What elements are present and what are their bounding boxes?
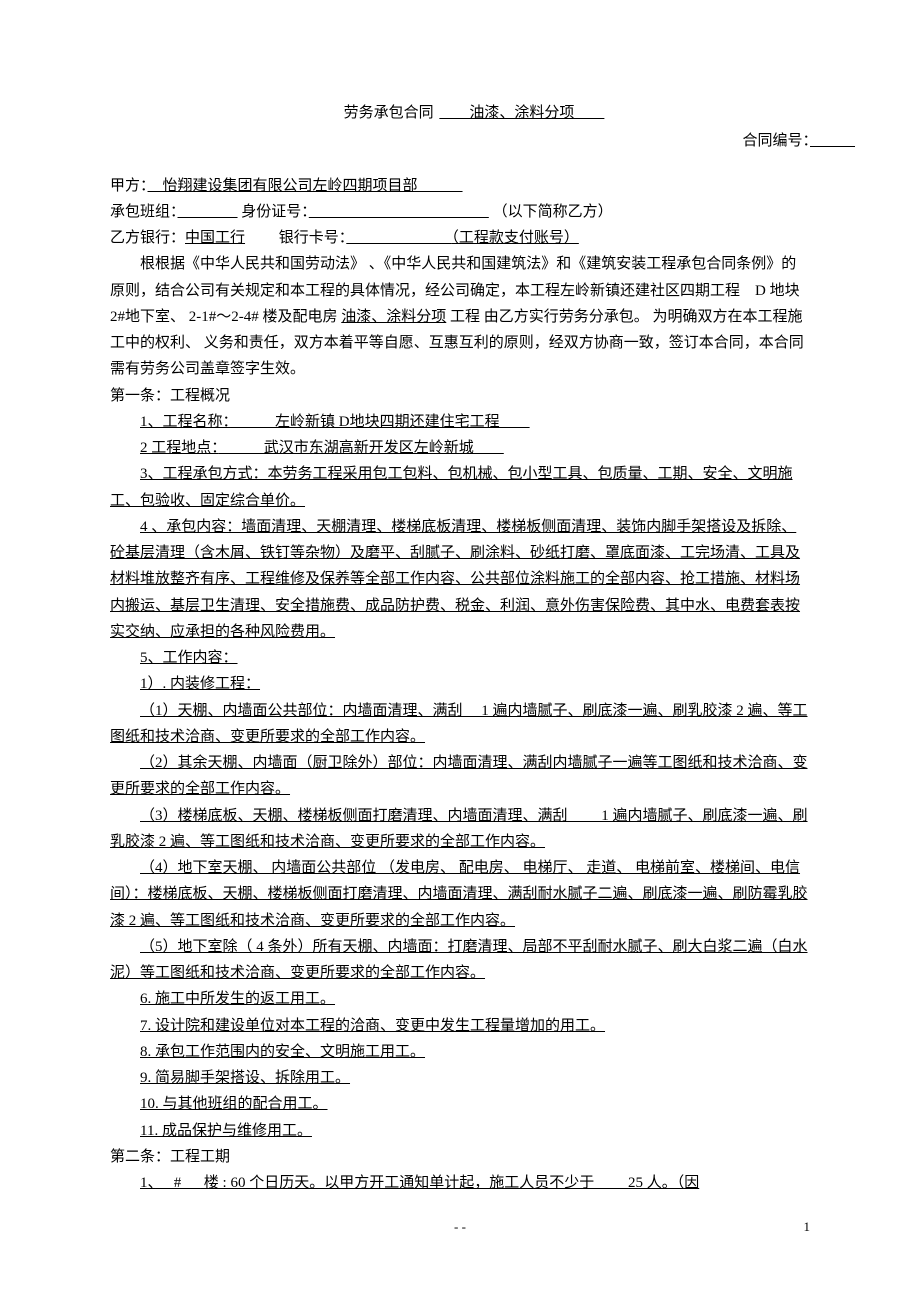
a1-item5-8: 8. 承包工作范围内的安全、文明施工用工。	[140, 1044, 425, 1060]
contract-no-blank	[810, 133, 855, 149]
card-label: 银行卡号：	[249, 230, 347, 246]
bank-label: 乙方银行：	[110, 230, 185, 246]
a1-item2-value: 武汉市东湖高新开发区左岭新城	[219, 440, 504, 456]
a1-item5-11: 11. 成品保护与维修用工。	[140, 1123, 312, 1139]
a1-item5-1-5: （5）地下室除（ 4 条外）所有天棚、内墙面：打磨清理、局部不平刮耐水腻子、刷大…	[110, 939, 808, 981]
a1-item1-value: 左岭新镇 D地块四期还建住宅工程	[230, 414, 530, 430]
article-1-heading: 第一条：工程概况	[110, 383, 810, 409]
a1-item5-1-2: （2）其余天棚、内墙面（厨卫除外）部位：内墙面清理、满刮内墙腻子一遍等工图纸和技…	[110, 755, 808, 797]
a1-item5-10: 10. 与其他班组的配合用工。	[140, 1096, 328, 1112]
doc-title-main: 劳务承包合同	[344, 105, 434, 121]
a2-item1-body: 楼 : 60 个日历天。以甲方开工通知单计起，施工人员不少于 25 人。（因	[200, 1175, 699, 1191]
bank-value: 中国工行	[185, 230, 245, 246]
team-blank	[178, 204, 238, 220]
id-blank	[309, 204, 489, 220]
page-number: 1	[804, 1216, 811, 1239]
id-label: 身份证号：	[241, 204, 309, 220]
party-a-label: 甲方：	[110, 178, 148, 194]
preamble-u1: 油漆、涂料分项	[341, 309, 446, 325]
a1-item4: 4 、承包内容：墙面清理、天棚清理、楼梯底板清理、楼梯板侧面清理、装饰内脚手架搭…	[110, 519, 800, 640]
party-b-suffix: （以下简称乙方）	[493, 204, 613, 220]
a2-item1-blank: #	[155, 1175, 200, 1191]
a1-item5-1-label: 1）. 内装修工程：	[140, 676, 260, 692]
a1-item5-1-3: （3）楼梯底板、天棚、楼梯板侧面打磨清理、内墙面清理、满刮 1 遍内墙腻子、刷底…	[110, 808, 808, 850]
card-blank	[346, 230, 451, 246]
team-label: 承包班组：	[110, 204, 178, 220]
a1-item5-6: 6. 施工中所发生的返工用工。	[140, 991, 335, 1007]
a1-item5-9: 9. 简易脚手架搭设、拆除用工。	[140, 1070, 350, 1086]
a1-item2-label: 2 工程地点：	[140, 440, 219, 456]
contract-no-label: 合同编号：	[742, 133, 810, 149]
card-suffix: （工程款支付账号）	[451, 230, 579, 246]
a1-item5-7: 7. 设计院和建设单位对本工程的洽商、变更中发生工程量增加的用工。	[140, 1018, 605, 1034]
a1-item5-1-1: （1）天棚、内墙面公共部位：内墙面清理、满刮 1 遍内墙腻子、刷底漆一遍、刷乳胶…	[110, 703, 808, 745]
a1-item1-label: 1、工程名称：	[140, 414, 230, 430]
footer-center: - -	[454, 1216, 466, 1239]
a2-item1-pre: 1、	[140, 1175, 155, 1191]
a1-item5-1-4: （4）地下室天棚、 内墙面公共部位 （发电房、 配电房、 电梯厅、 走道、 电梯…	[110, 860, 808, 929]
a1-item3: 3、工程承包方式：本劳务工程采用包工包料、包机械、包小型工具、包质量、工期、安全…	[110, 466, 793, 508]
doc-title-sub: 油漆、涂料分项	[437, 105, 606, 121]
article-2-heading: 第二条：工程工期	[110, 1144, 810, 1170]
a1-item5-label: 5、工作内容：	[140, 650, 238, 666]
party-a-value: 怡翔建设集团有限公司左岭四期项目部	[148, 178, 463, 194]
